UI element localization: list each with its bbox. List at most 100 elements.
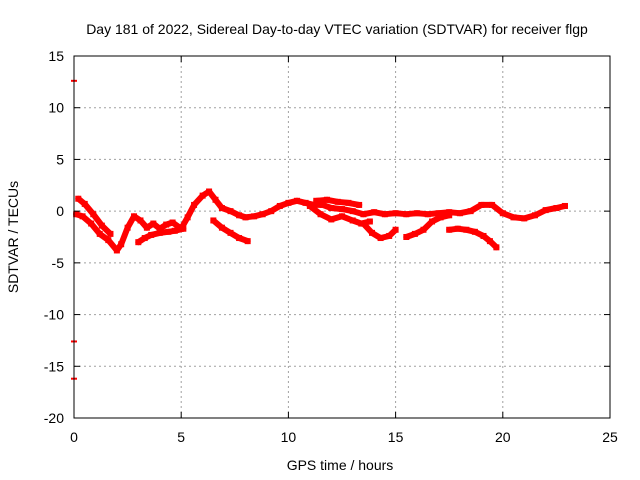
data-point bbox=[313, 197, 320, 204]
data-point bbox=[328, 216, 335, 223]
data-point bbox=[218, 205, 225, 212]
x-axis-label: GPS time / hours bbox=[287, 457, 394, 473]
data-point bbox=[339, 213, 345, 220]
x-tick-label: 0 bbox=[70, 429, 78, 445]
data-points bbox=[71, 79, 568, 380]
data-point bbox=[349, 208, 356, 215]
grid-lines bbox=[74, 56, 610, 418]
x-tick-label: 10 bbox=[281, 429, 297, 445]
data-point bbox=[143, 224, 150, 231]
data-point bbox=[276, 202, 283, 209]
data-point bbox=[334, 198, 341, 205]
data-point bbox=[141, 235, 148, 242]
data-point bbox=[360, 211, 367, 218]
data-point bbox=[236, 212, 243, 219]
data-point bbox=[73, 211, 80, 218]
data-point bbox=[414, 210, 421, 217]
data-point bbox=[531, 212, 538, 219]
data-point bbox=[381, 211, 388, 218]
data-point bbox=[456, 210, 463, 217]
data-point bbox=[345, 199, 352, 206]
data-point bbox=[429, 218, 436, 225]
x-tick-label: 5 bbox=[177, 429, 185, 445]
data-point bbox=[199, 192, 206, 199]
y-tick-label: -15 bbox=[44, 358, 64, 374]
data-point bbox=[79, 213, 86, 220]
data-point bbox=[150, 220, 157, 227]
data-point bbox=[156, 229, 163, 236]
data-point bbox=[218, 224, 225, 231]
data-point bbox=[319, 201, 326, 208]
data-point bbox=[107, 230, 114, 237]
data-point bbox=[366, 218, 373, 225]
data-point bbox=[251, 213, 258, 220]
data-point bbox=[480, 232, 487, 239]
plot-frame bbox=[73, 55, 611, 419]
data-point bbox=[212, 196, 219, 203]
data-point bbox=[311, 201, 318, 208]
data-point bbox=[339, 206, 345, 213]
data-point bbox=[81, 200, 88, 207]
data-point bbox=[75, 195, 82, 202]
data-point bbox=[356, 201, 363, 208]
data-point bbox=[489, 201, 496, 208]
data-point bbox=[210, 217, 217, 224]
data-point bbox=[285, 199, 292, 206]
data-point bbox=[411, 230, 418, 237]
data-point bbox=[156, 225, 163, 232]
data-point bbox=[403, 211, 410, 218]
data-point bbox=[478, 201, 485, 208]
data-point bbox=[191, 201, 198, 208]
data-point bbox=[510, 214, 517, 221]
data-point bbox=[328, 205, 335, 212]
data-point bbox=[446, 226, 453, 233]
data-point bbox=[493, 244, 500, 251]
data-point bbox=[486, 238, 493, 245]
data-point bbox=[521, 215, 528, 222]
y-tick-label: 10 bbox=[48, 100, 64, 116]
data-point bbox=[137, 217, 144, 224]
data-point bbox=[113, 247, 120, 254]
chart-title: Day 181 of 2022, Sidereal Day-to-day VTE… bbox=[86, 21, 588, 37]
data-point bbox=[360, 220, 367, 227]
data-point bbox=[244, 238, 251, 245]
data-point bbox=[184, 214, 191, 221]
data-point bbox=[454, 225, 461, 232]
y-tick-label: 0 bbox=[56, 203, 64, 219]
axis-ticks: 0 5 10 15 20 25 -20 -15 -10 -5 0 5 10 15 bbox=[44, 48, 618, 445]
data-point bbox=[242, 214, 249, 221]
data-point bbox=[403, 234, 410, 240]
y-tick-label: 15 bbox=[48, 48, 64, 64]
data-point bbox=[131, 213, 138, 220]
data-point bbox=[96, 230, 103, 237]
data-point bbox=[163, 221, 170, 228]
data-point bbox=[302, 199, 309, 206]
data-point bbox=[424, 211, 431, 218]
data-point bbox=[392, 210, 399, 217]
y-tick-label: -20 bbox=[44, 410, 64, 426]
data-point bbox=[392, 226, 399, 233]
data-point bbox=[105, 237, 112, 244]
data-point bbox=[446, 209, 453, 216]
data-point bbox=[323, 196, 330, 203]
data-point bbox=[306, 202, 313, 209]
data-point bbox=[259, 211, 266, 218]
data-point bbox=[118, 241, 125, 248]
data-point bbox=[446, 212, 453, 219]
data-point bbox=[206, 188, 213, 195]
data-point bbox=[293, 197, 300, 204]
data-point bbox=[135, 239, 142, 246]
data-point bbox=[227, 208, 234, 215]
data-point bbox=[88, 220, 95, 227]
data-point bbox=[471, 228, 478, 235]
x-tick-label: 15 bbox=[388, 429, 404, 445]
data-point bbox=[165, 228, 172, 235]
x-tick-label: 20 bbox=[495, 429, 511, 445]
data-point bbox=[561, 202, 568, 209]
data-point bbox=[317, 211, 324, 218]
data-point bbox=[420, 226, 427, 233]
y-axis-label: SDTVAR / TECUs bbox=[5, 181, 21, 293]
y-tick-label: 5 bbox=[56, 151, 64, 167]
data-point bbox=[553, 205, 560, 212]
